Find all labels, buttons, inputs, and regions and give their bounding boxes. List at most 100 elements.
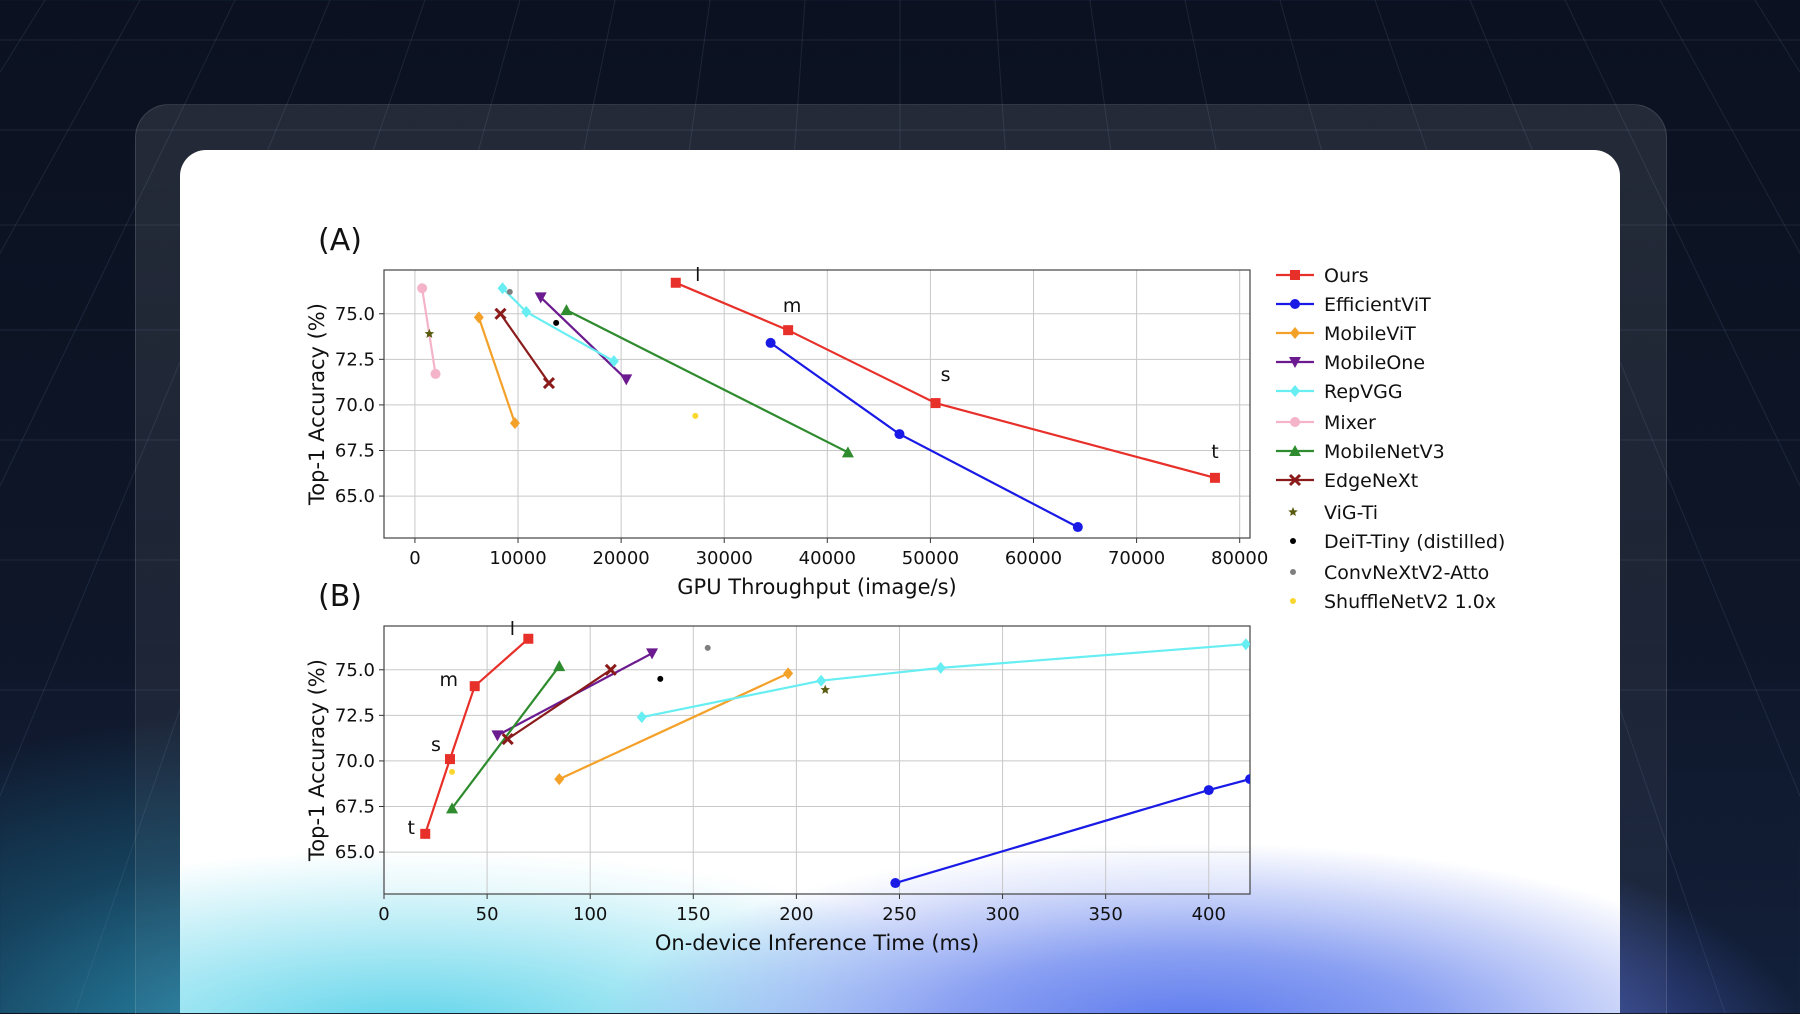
data-point-ours	[1209, 472, 1220, 483]
y-tick-label: 75.0	[335, 304, 375, 325]
data-point-edgenext	[501, 732, 514, 746]
legend-entry-repvgg: RepVGG	[1276, 381, 1403, 403]
y-axis-label: Top-1 Accuracy (%)	[305, 659, 329, 862]
data-point-mobilenetv3	[446, 802, 459, 814]
series-line-edgenext	[499, 313, 550, 384]
x-tick-label: 0	[409, 548, 420, 569]
figure-card: 0 10000 20000 30000 40000 50000 60000 70000 8000…	[180, 150, 1620, 1013]
data-point-mobileone	[534, 292, 547, 304]
bg-grid-line	[0, 0, 46, 74]
series-line-mobilevit	[477, 317, 516, 424]
bg-grid-line	[0, 0, 141, 255]
x-tick-label: 300	[985, 904, 1019, 925]
series-mobileone	[534, 292, 633, 386]
chart-panel-a: 0 10000 20000 30000 40000 50000 60000 70000 8000…	[305, 223, 1268, 599]
data-point-ours	[930, 398, 941, 409]
x-tick-label: 100	[573, 904, 607, 925]
series-ours	[670, 277, 1220, 483]
data-point-ours	[469, 681, 480, 692]
legend-label: ViG-Ti	[1324, 502, 1378, 524]
plot-area	[384, 270, 1250, 538]
data-point-mixer	[417, 283, 428, 294]
point-label: m	[783, 295, 802, 317]
y-tick-label: 70.0	[335, 751, 375, 772]
series-vig-ti	[820, 684, 830, 694]
data-point-mobileone	[646, 648, 659, 660]
plot-frame	[383, 269, 1251, 539]
data-point-repvgg	[521, 305, 532, 318]
series-line-ours	[675, 281, 1216, 479]
y-tick-label: 65.0	[335, 842, 375, 863]
legend-label: ShuffleNetV2 1.0x	[1324, 591, 1496, 613]
data-point-efficientvit	[1072, 522, 1083, 533]
legend-label: EdgeNeXt	[1324, 470, 1418, 492]
data-layer	[417, 277, 1220, 533]
data-point-efficientvit	[890, 878, 901, 889]
data-point-edgenext	[494, 307, 507, 320]
series-repvgg	[636, 638, 1250, 724]
series-line-mobilevit	[558, 672, 789, 781]
x-tick-label: 400	[1192, 904, 1226, 925]
data-point-mixer	[430, 368, 441, 379]
data-point-vig-ti	[424, 328, 435, 338]
data-point-repvgg	[935, 661, 946, 674]
legend: Ours EfficientViT MobileViT MobileOne RepVGG…	[1276, 265, 1505, 613]
series-convnextv2-atto	[704, 644, 711, 651]
x-tick-label: 30000	[696, 548, 753, 569]
legend-label: DeiT-Tiny (distilled)	[1324, 531, 1505, 553]
series-mobilevit	[554, 667, 794, 786]
legend-marker	[1289, 357, 1301, 368]
x-tick-label: 350	[1088, 904, 1122, 925]
legend-marker	[1288, 507, 1298, 516]
series-vig-ti	[424, 328, 435, 338]
x-axis-label: GPU Throughput (image/s)	[677, 575, 956, 599]
data-point-repvgg	[1240, 638, 1250, 651]
bg-grid-line	[1564, 0, 1800, 487]
x-tick-label: 200	[779, 904, 813, 925]
y-tick-label: 67.5	[335, 440, 375, 461]
series-shufflenetv2-1-0x	[692, 412, 699, 419]
series-line-ours	[424, 637, 530, 835]
point-label: s	[941, 364, 951, 386]
x-axis-label: On-device Inference Time (ms)	[655, 931, 979, 955]
series-edgenext	[501, 663, 617, 746]
legend-label: Mixer	[1324, 412, 1376, 434]
data-point-repvgg	[608, 355, 619, 368]
point-label: s	[431, 734, 441, 756]
legend-entry-ours: Ours	[1276, 265, 1369, 287]
series-line-edgenext	[507, 668, 612, 740]
x-tick-label: 70000	[1108, 548, 1165, 569]
series-deit-tiny-distilled	[657, 675, 664, 682]
legend-label: Ours	[1324, 265, 1369, 287]
legend-marker	[1289, 445, 1301, 456]
point-label: t	[408, 817, 415, 839]
legend-entry-deit-tiny-distilled: DeiT-Tiny (distilled)	[1290, 531, 1505, 553]
series-line-mobileone	[539, 296, 628, 381]
plot-frame	[383, 625, 1251, 895]
x-tick-label: 250	[882, 904, 916, 925]
legend-label: ConvNeXtV2-Atto	[1324, 562, 1489, 584]
data-point-efficientvit	[894, 429, 905, 440]
series-efficientvit	[765, 337, 1083, 533]
data-point-efficientvit	[765, 337, 776, 348]
point-label: t	[1211, 441, 1218, 463]
point-label: m	[439, 669, 458, 691]
series-mobilenetv3	[560, 304, 854, 458]
bg-grid-line	[1659, 0, 1800, 255]
legend-entry-shufflenetv2-1-0x: ShuffleNetV2 1.0x	[1290, 591, 1496, 613]
x-tick-label: 50000	[902, 548, 959, 569]
data-point-mobilevit	[473, 311, 484, 324]
legend-marker	[1290, 598, 1296, 604]
y-tick-label: 75.0	[335, 660, 375, 681]
data-point-deit-tiny-distilled	[553, 319, 560, 326]
legend-label: EfficientViT	[1324, 294, 1431, 316]
legend-entry-mobileone: MobileOne	[1276, 352, 1425, 374]
legend-entry-mobilevit: MobileViT	[1276, 323, 1416, 345]
series-repvgg	[497, 282, 619, 368]
chart-panel-b: 0 50 100 150 200 250 300 350 400 65.0 67.5 70.0 72.5…	[305, 579, 1251, 955]
plot-area	[384, 626, 1250, 894]
data-layer	[420, 633, 1250, 889]
y-tick-label: 72.5	[335, 349, 375, 370]
data-point-efficientvit	[1203, 785, 1214, 796]
y-tick-label: 72.5	[335, 705, 375, 726]
